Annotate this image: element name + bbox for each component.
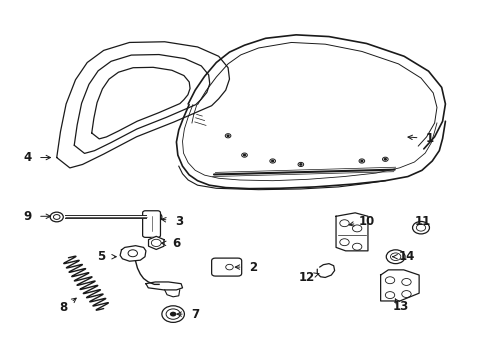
Circle shape bbox=[271, 160, 273, 162]
Circle shape bbox=[385, 277, 394, 284]
Circle shape bbox=[169, 312, 176, 316]
Text: 6: 6 bbox=[172, 238, 180, 251]
FancyBboxPatch shape bbox=[211, 258, 241, 276]
Circle shape bbox=[384, 158, 386, 160]
Text: 14: 14 bbox=[397, 250, 414, 263]
Circle shape bbox=[151, 239, 161, 247]
Circle shape bbox=[50, 212, 63, 222]
Polygon shape bbox=[120, 246, 145, 261]
Text: 11: 11 bbox=[414, 215, 430, 228]
Circle shape bbox=[339, 239, 348, 246]
Text: 10: 10 bbox=[358, 215, 374, 228]
Polygon shape bbox=[380, 270, 418, 301]
Circle shape bbox=[148, 212, 162, 222]
Circle shape bbox=[339, 220, 348, 227]
Circle shape bbox=[352, 225, 361, 232]
Polygon shape bbox=[335, 213, 367, 251]
Text: 9: 9 bbox=[23, 210, 32, 223]
Text: 3: 3 bbox=[174, 215, 183, 228]
Circle shape bbox=[401, 279, 410, 285]
Polygon shape bbox=[164, 290, 180, 297]
Circle shape bbox=[243, 154, 245, 156]
Circle shape bbox=[386, 250, 404, 264]
Circle shape bbox=[401, 291, 410, 297]
Circle shape bbox=[128, 250, 137, 257]
Text: 4: 4 bbox=[23, 151, 32, 164]
Circle shape bbox=[299, 164, 301, 165]
Circle shape bbox=[352, 243, 361, 250]
FancyBboxPatch shape bbox=[142, 211, 160, 237]
Text: 8: 8 bbox=[60, 301, 68, 314]
Polygon shape bbox=[148, 236, 163, 249]
Circle shape bbox=[226, 135, 228, 136]
Circle shape bbox=[225, 264, 233, 270]
Text: 7: 7 bbox=[191, 307, 199, 321]
Text: 12: 12 bbox=[298, 271, 314, 284]
Text: 13: 13 bbox=[391, 300, 407, 312]
Text: 1: 1 bbox=[425, 132, 433, 145]
Circle shape bbox=[412, 221, 428, 234]
Text: 2: 2 bbox=[248, 261, 257, 274]
Circle shape bbox=[385, 292, 394, 298]
Circle shape bbox=[162, 306, 184, 323]
Polygon shape bbox=[145, 282, 182, 290]
Circle shape bbox=[360, 160, 362, 162]
Text: 5: 5 bbox=[97, 250, 105, 263]
